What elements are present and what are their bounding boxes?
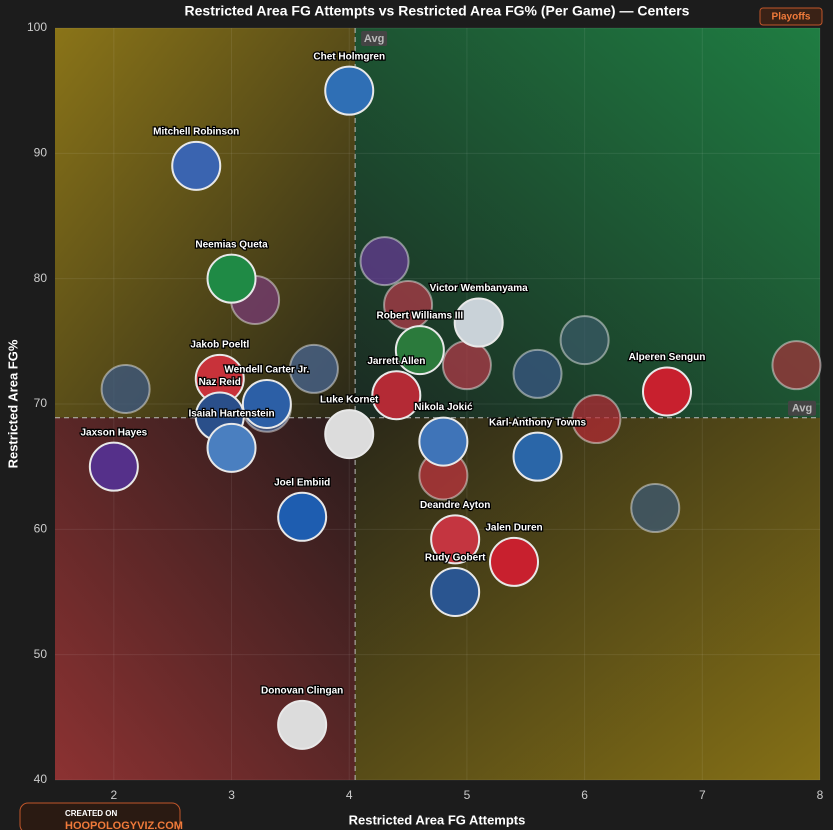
x-tick-label: 6	[581, 788, 588, 802]
y-tick-label: 50	[34, 647, 48, 661]
quadrants	[55, 28, 820, 780]
player-point	[88, 441, 139, 492]
player-point	[241, 379, 292, 429]
player-label: Joel Embiid	[274, 477, 330, 488]
player-label: Jarrett Allen	[367, 356, 425, 367]
player-point	[430, 514, 481, 565]
x-tick-label: 7	[699, 788, 706, 802]
x-axis-title: Restricted Area FG Attempts	[349, 812, 526, 827]
player-point	[371, 370, 422, 421]
player-point	[559, 315, 610, 366]
player-point	[359, 236, 410, 287]
footer-site: HOOPOLOGYVIZ.COM	[65, 820, 183, 830]
player-label: Donovan Clingan	[261, 685, 343, 696]
player-point	[630, 483, 681, 534]
y-tick-label: 40	[34, 772, 48, 786]
player-point	[324, 65, 375, 116]
player-label: Jakob Poeltl	[190, 340, 249, 351]
y-axis-title: Restricted Area FG%	[5, 339, 20, 468]
chart-title: Restricted Area FG Attempts vs Restricte…	[185, 3, 690, 19]
y-tick-label: 90	[34, 146, 48, 160]
player-point	[512, 431, 563, 482]
x-tick-label: 2	[111, 788, 118, 802]
y-tick-label: 100	[27, 20, 47, 34]
x-tick-label: 5	[464, 788, 471, 802]
player-label: Neemias Queta	[195, 239, 268, 250]
player-point	[571, 394, 622, 445]
x-tick-label: 3	[228, 788, 235, 802]
player-label: Wendell Carter Jr.	[224, 365, 309, 376]
footer-box	[19, 802, 181, 830]
player-point	[512, 348, 563, 399]
y-tick-label: 70	[34, 396, 48, 410]
player-label: Alperen Sengun	[629, 352, 706, 363]
y-tick-label: 80	[34, 271, 48, 285]
player-point	[441, 340, 492, 391]
player-point	[771, 340, 822, 391]
player-point	[430, 567, 481, 617]
player-label: Luke Kornet	[320, 395, 379, 406]
player-label: Victor Wembanyama	[430, 283, 528, 294]
player-label: Naz Reid	[199, 377, 241, 388]
player-point	[383, 279, 434, 330]
player-label: Jalen Duren	[485, 523, 542, 534]
player-label: Deandre Ayton	[420, 500, 490, 511]
player-label: Mitchell Robinson	[153, 127, 239, 138]
footer-created: CREATED ON	[65, 809, 118, 818]
avg-box	[788, 400, 816, 416]
avg-box	[361, 31, 388, 46]
player-label: Isaiah Hartenstein	[188, 409, 274, 420]
player-point	[206, 253, 257, 304]
badge: Playoffs	[772, 12, 811, 23]
x-tick-label: 4	[346, 788, 353, 802]
player-point	[489, 536, 539, 587]
player-label: Robert Williams III	[377, 311, 464, 322]
player-label: Karl-Anthony Towns	[489, 417, 586, 428]
player-point	[394, 325, 445, 376]
player-label: Nikola Jokić	[414, 402, 473, 413]
player-point	[100, 363, 151, 414]
player-point	[324, 409, 375, 460]
y-tick-label: 60	[34, 522, 48, 536]
avg-label: Avg	[364, 33, 384, 45]
player-point	[277, 699, 328, 750]
player-label: Jaxson Hayes	[80, 427, 147, 438]
player-point	[642, 366, 692, 417]
avg-label: Avg	[792, 403, 812, 415]
player-label: Chet Holmgren	[313, 51, 385, 62]
x-tick-label: 8	[817, 788, 824, 802]
player-label: Rudy Gobert	[425, 553, 486, 564]
player-point	[418, 416, 469, 467]
player-point	[206, 422, 257, 473]
player-point	[171, 140, 222, 191]
player-point	[453, 297, 504, 348]
player-point	[288, 343, 339, 394]
player-point	[277, 491, 328, 542]
badge-box	[759, 7, 823, 26]
